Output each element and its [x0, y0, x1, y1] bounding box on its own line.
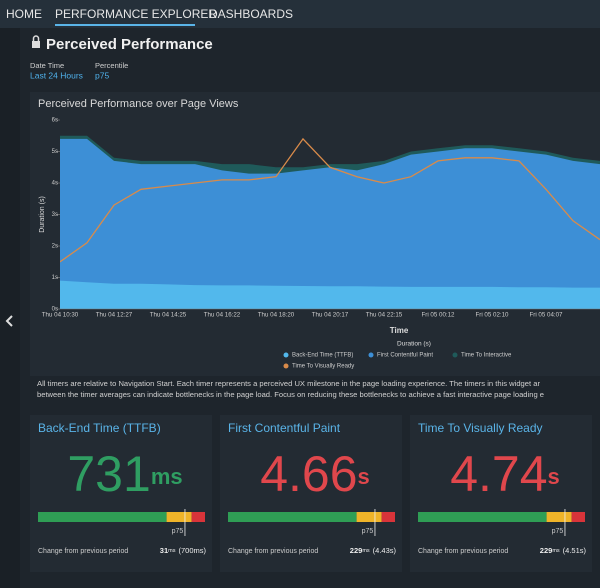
gauge-red — [381, 512, 395, 522]
card-title: First Contentful Paint — [228, 421, 341, 435]
lock-shackle — [32, 35, 40, 41]
y-tick-label: 1s — [52, 275, 58, 281]
metric-card — [410, 415, 592, 572]
legend-swatch — [283, 352, 289, 358]
x-tick-label: Thu 04 22:15 — [366, 312, 403, 319]
filter-label: Date Time — [30, 61, 64, 70]
change-value: 229 — [540, 546, 553, 555]
gauge-red — [571, 512, 585, 522]
legend-label: First Contentful Paint — [377, 353, 433, 359]
gauge-percentile: p75 — [172, 528, 184, 535]
previous-value: (4.51s) — [563, 546, 587, 555]
nav-item[interactable]: HOME — [6, 7, 42, 21]
chart-title: Perceived Performance over Page Views — [38, 98, 239, 110]
gauge-red — [191, 512, 205, 522]
x-tick-label: Fri 05 02:10 — [475, 312, 509, 319]
note-text: between the timer averages can indicate … — [37, 390, 544, 399]
change-group: 229ms (4.51s) — [540, 546, 587, 555]
card-title: Time To Visually Ready — [418, 421, 543, 435]
card-value-group: 731ms — [67, 446, 182, 502]
card-unit: s — [548, 464, 560, 489]
y-tick-label: 3s — [52, 212, 58, 218]
legend-label: Time To Visually Ready — [292, 364, 354, 370]
card-unit: s — [358, 464, 370, 489]
x-tick-label: Thu 04 14:25 — [150, 312, 187, 319]
y-axis-label: Duration (s) — [39, 196, 46, 233]
gauge-green — [38, 512, 167, 522]
y-tick-label: 2s — [52, 244, 58, 250]
back-arrow[interactable] — [5, 315, 13, 327]
change-label: Change from previous period — [228, 548, 318, 555]
note-text: All timers are relative to Navigation St… — [37, 379, 540, 388]
filter-value[interactable]: Last 24 Hours — [30, 70, 83, 80]
gauge-green — [418, 512, 547, 522]
change-unit: ms — [168, 548, 176, 554]
gauge-yellow — [356, 512, 382, 522]
card-value-group: 4.66s — [260, 446, 370, 502]
x-tick-label: Thu 04 16:22 — [204, 312, 241, 319]
legend-title: Duration (s) — [397, 341, 431, 348]
gauge-green — [228, 512, 357, 522]
x-tick-label: Thu 04 20:17 — [312, 312, 349, 319]
change-value: 229 — [350, 546, 363, 555]
card-value: 731 — [67, 446, 150, 502]
gauge-yellow — [546, 512, 572, 522]
x-axis-label: Time — [390, 326, 409, 335]
card-value: 4.74 — [450, 446, 547, 502]
change-label: Change from previous period — [418, 548, 508, 555]
card-value-group: 4.74s — [450, 446, 560, 502]
change-label: Change from previous period — [38, 548, 128, 555]
x-tick-label: Fri 05 00:12 — [421, 312, 455, 319]
card-unit: ms — [151, 464, 183, 489]
card-title: Back-End Time (TTFB) — [38, 421, 161, 435]
gauge-yellow — [166, 512, 192, 522]
change-value: 31 — [160, 546, 168, 555]
legend-label: Time To Interactive — [461, 353, 512, 359]
x-tick-label: Thu 04 10:30 — [42, 312, 79, 319]
change-group: 31ms (700ms) — [160, 546, 207, 555]
filter-value[interactable]: p75 — [95, 70, 109, 80]
card-value: 4.66 — [260, 446, 357, 502]
change-unit: ms — [362, 548, 370, 554]
nav-item[interactable]: PERFORMANCE EXPLORER — [55, 7, 217, 21]
change-group: 229ms (4.43s) — [350, 546, 397, 555]
y-tick-label: 0s — [52, 307, 58, 313]
metric-card — [220, 415, 402, 572]
nav-active-underline — [55, 24, 195, 26]
area — [60, 280, 600, 309]
previous-value: (700ms) — [178, 546, 206, 555]
y-tick-label: 6s — [52, 118, 58, 124]
metric-card — [30, 415, 212, 572]
legend-swatch — [368, 352, 374, 358]
x-tick-label: Fri 05 04:07 — [529, 312, 563, 319]
gauge-percentile: p75 — [362, 528, 374, 535]
y-tick-label: 4s — [52, 181, 58, 187]
y-tick-label: 5s — [52, 149, 58, 155]
change-unit: ms — [552, 548, 560, 554]
area — [60, 138, 600, 309]
legend-label: Back-End Time (TTFB) — [292, 353, 353, 359]
filter-label: Percentile — [95, 61, 128, 70]
x-tick-label: Thu 04 18:20 — [258, 312, 295, 319]
legend-swatch — [452, 352, 458, 358]
x-tick-label: Thu 04 12:27 — [96, 312, 133, 319]
line — [60, 137, 600, 263]
lock-icon — [32, 41, 40, 48]
page-title: Perceived Performance — [46, 36, 213, 53]
gauge-percentile: p75 — [552, 528, 564, 535]
previous-value: (4.43s) — [373, 546, 397, 555]
nav-item[interactable]: DASHBOARDS — [209, 7, 293, 21]
nav-bar — [0, 0, 600, 28]
legend-swatch — [283, 363, 289, 369]
